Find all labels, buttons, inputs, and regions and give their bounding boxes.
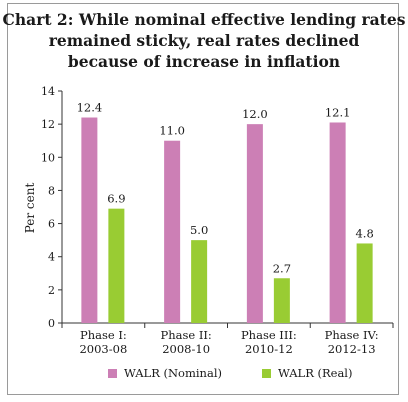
data-label: 12.1 — [325, 105, 351, 119]
x-category-label: Phase III: — [241, 328, 297, 342]
plot-area: 0 2 4 6 8 10 12 14 12.4 11.0 12.0 12.1 6.9 5.0 2.7 4.8 P… — [41, 85, 394, 356]
data-label: 5.0 — [190, 223, 208, 237]
y-tick-label: 6 — [48, 218, 55, 231]
bar-nominal — [81, 117, 98, 323]
data-label: 12.0 — [242, 107, 268, 121]
y-axis-label: Per cent — [23, 183, 37, 234]
bar-real — [356, 243, 373, 323]
x-category-label: 2010-12 — [245, 342, 293, 356]
x-category-label: Phase IV: — [325, 328, 379, 342]
chart-title-line-3: because of increase in inflation — [67, 52, 341, 71]
x-category-label: 2003-08 — [79, 342, 127, 356]
bar-nominal — [164, 140, 181, 323]
y-tick-label: 4 — [48, 251, 55, 264]
x-category-label: Phase II: — [160, 328, 211, 342]
x-category-label: 2008-10 — [162, 342, 210, 356]
bar-nominal — [329, 122, 346, 323]
bar-nominal — [246, 124, 263, 324]
y-tick-label: 10 — [41, 151, 55, 164]
data-label: 6.9 — [107, 192, 125, 206]
x-category-label: Phase I: — [80, 328, 127, 342]
data-label: 12.4 — [77, 101, 103, 115]
y-tick-label: 0 — [48, 317, 55, 330]
bar-real — [108, 208, 125, 323]
legend-swatch — [108, 369, 117, 378]
bar-real — [191, 240, 208, 323]
data-label: 4.8 — [355, 226, 373, 240]
data-label: 2.7 — [273, 261, 291, 275]
chart-title-line-1: Chart 2: While nominal effective lending… — [2, 10, 406, 29]
y-tick-label: 8 — [48, 184, 55, 197]
legend-swatch — [262, 369, 271, 378]
legend: WALR (Nominal) WALR (Real) — [108, 366, 352, 380]
legend-label: WALR (Nominal) — [124, 366, 222, 380]
x-category-label: 2012-13 — [328, 342, 376, 356]
data-label: 11.0 — [159, 124, 185, 138]
y-tick-label: 2 — [48, 284, 55, 297]
legend-label: WALR (Real) — [278, 366, 352, 380]
chart-title-line-2: remained sticky, real rates declined — [48, 31, 360, 50]
y-tick-label: 14 — [41, 85, 55, 98]
chart-title: Chart 2: While nominal effective lending… — [0, 9, 408, 72]
y-tick-label: 12 — [41, 118, 55, 131]
bar-real — [273, 278, 290, 323]
